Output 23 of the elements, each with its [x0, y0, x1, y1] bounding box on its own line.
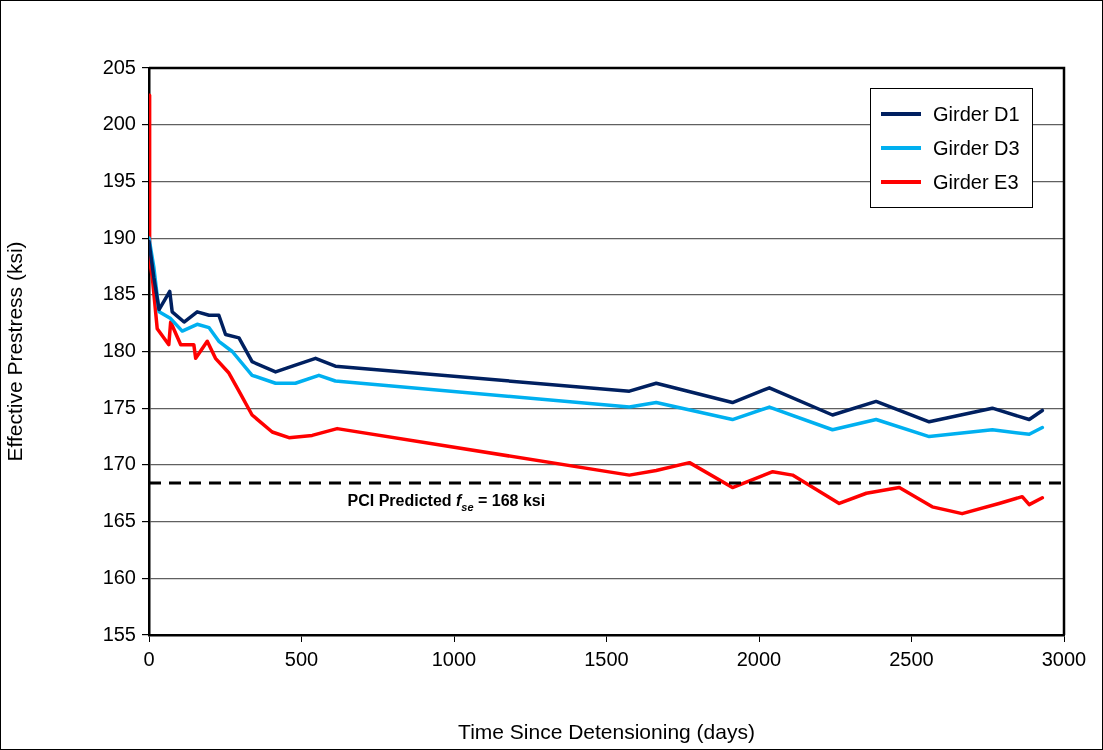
x-tick-label: 0	[143, 647, 155, 670]
x-axis-title: Time Since Detensioning (days)	[458, 720, 755, 744]
y-tick-label: 205	[102, 55, 136, 78]
x-tick-label: 2000	[736, 647, 782, 670]
x-tick-label: 2500	[889, 647, 934, 670]
x-tick-label: 500	[284, 647, 319, 670]
y-tick-label: 160	[102, 565, 136, 588]
y-tick-label: 180	[102, 339, 136, 362]
legend-label: Girder E3	[933, 170, 1019, 195]
legend-label: Girder D1	[933, 102, 1020, 127]
x-tick-label: 3000	[1041, 647, 1087, 670]
legend-label: Girder D3	[933, 136, 1020, 161]
y-axis-title: Effective Prestress (ksi)	[3, 241, 27, 462]
y-tick-label: 155	[102, 622, 136, 645]
x-tick-label: 1000	[431, 647, 477, 670]
y-tick-label: 190	[102, 225, 136, 248]
y-tick-label: 195	[102, 168, 136, 191]
y-tick-label: 175	[102, 395, 136, 418]
y-tick-label: 185	[102, 282, 136, 305]
y-tick-label: 170	[102, 452, 136, 475]
y-tick-label: 200	[102, 112, 136, 135]
x-tick-label: 1500	[584, 647, 629, 670]
y-tick-label: 165	[102, 509, 136, 532]
